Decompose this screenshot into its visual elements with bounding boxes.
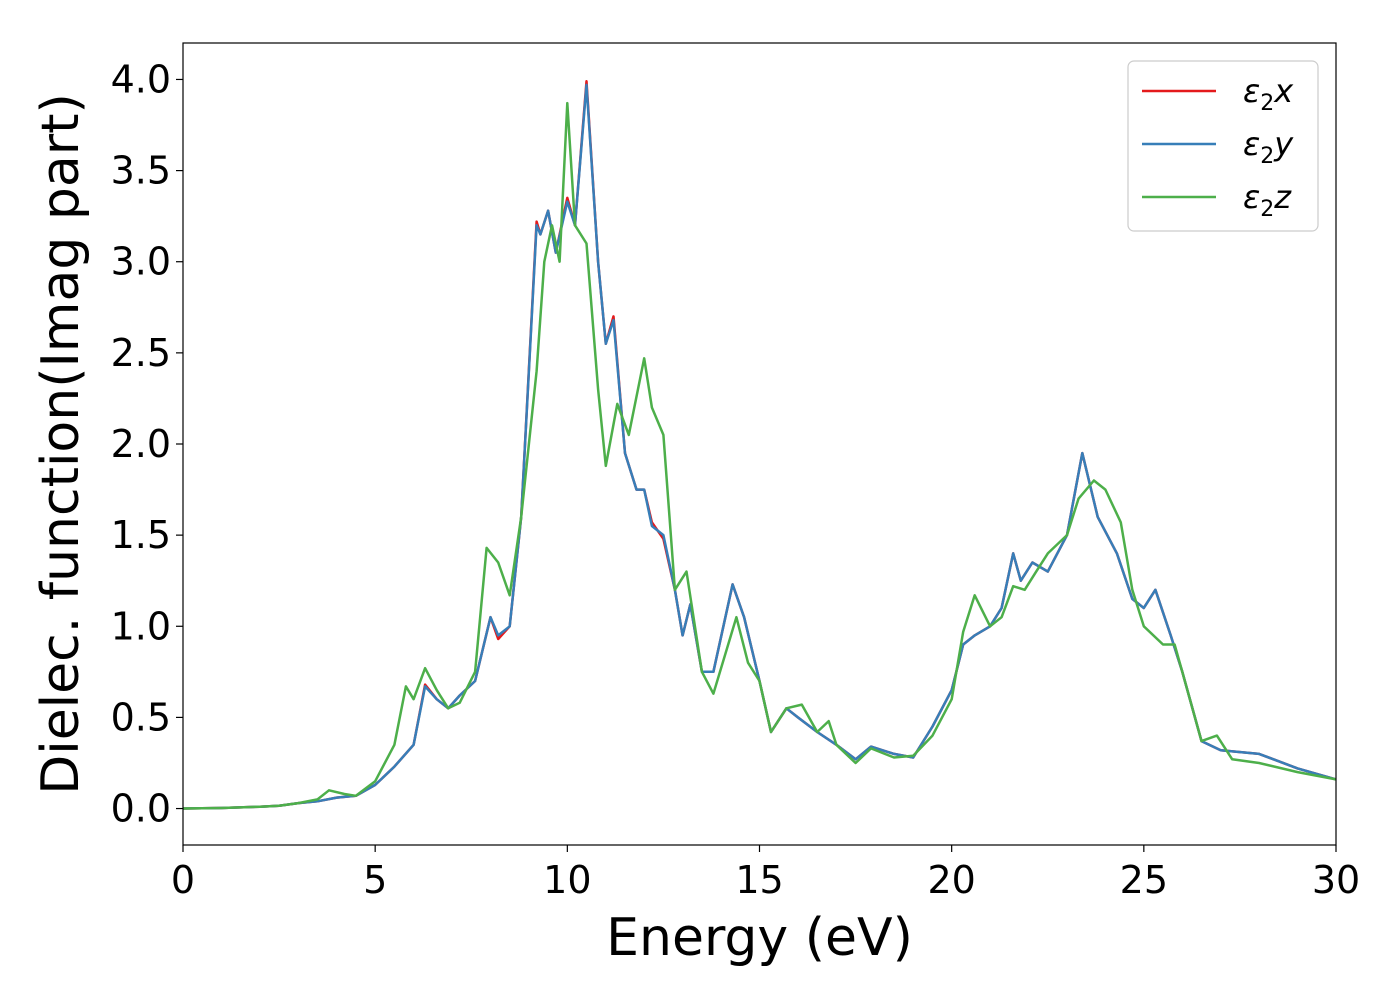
series-line-z	[183, 101, 1336, 810]
y-tick-label: 1.0	[111, 604, 171, 648]
x-tick-label: 10	[543, 858, 591, 902]
series-layer	[183, 80, 1336, 810]
x-tick-label: 25	[1120, 858, 1168, 902]
legend-box	[1127, 60, 1319, 232]
x-tick-label: 20	[927, 858, 975, 902]
x-axis-title: Energy (eV)	[606, 908, 913, 968]
y-tick-label: 0.5	[111, 695, 171, 739]
y-tick-label: 2.5	[111, 331, 171, 375]
y-tick-label: 3.5	[111, 149, 171, 193]
x-tick-label: 0	[171, 858, 195, 902]
x-tick-label: 5	[363, 858, 387, 902]
y-axis-ticks: 0.0 0.5 1.0 1.5 2.0 2.5 3.0 3.5 4.0	[111, 57, 183, 831]
legend-label-y: ε2y	[1243, 125, 1294, 169]
legend-label-x: ε2x	[1243, 72, 1294, 116]
legend: ε2x ε2y ε2z	[1127, 60, 1319, 232]
x-axis-ticks: 0 5 10 15 20 25 30	[171, 845, 1360, 902]
y-tick-label: 0.0	[111, 787, 171, 831]
y-tick-label: 2.0	[111, 422, 171, 466]
x-tick-label: 15	[735, 858, 783, 902]
y-tick-label: 4.0	[111, 57, 171, 101]
x-tick-label: 30	[1312, 858, 1360, 902]
y-axis-title: Dielec. function(Imag part)	[31, 93, 91, 795]
y-tick-label: 3.0	[111, 240, 171, 284]
y-tick-label: 1.5	[111, 513, 171, 557]
legend-label-z: ε2z	[1243, 178, 1292, 222]
